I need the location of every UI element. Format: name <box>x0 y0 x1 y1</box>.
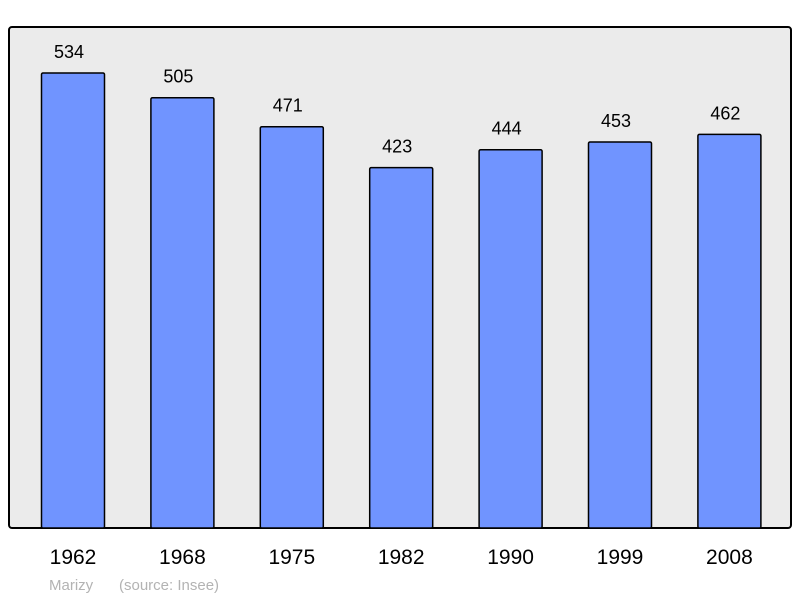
x-tick-2008: 2008 <box>706 546 753 569</box>
x-tick-1968: 1968 <box>159 546 206 569</box>
x-tick-1975: 1975 <box>268 546 315 569</box>
bar-1990 <box>478 148 543 529</box>
bar-1999 <box>587 141 653 529</box>
bar-1968 <box>150 96 215 529</box>
data-label-1990: 444 <box>492 119 522 139</box>
data-label-1962: 534 <box>54 42 84 62</box>
x-tick-1982: 1982 <box>378 546 425 569</box>
bar-1975 <box>259 125 325 529</box>
bar-1962 <box>40 72 106 529</box>
data-label-1999: 453 <box>601 111 631 131</box>
bar-2008 <box>697 133 762 529</box>
data-label-2008: 462 <box>710 103 740 123</box>
caption-place: Marizy <box>49 577 94 594</box>
x-tick-1999: 1999 <box>597 546 644 569</box>
data-label-1968: 505 <box>163 67 193 87</box>
bar-1982 <box>368 166 434 529</box>
data-label-1982: 423 <box>382 137 412 157</box>
x-tick-1990: 1990 <box>487 546 534 569</box>
data-label-1975: 471 <box>273 96 303 116</box>
x-tick-1962: 1962 <box>50 546 97 569</box>
caption-source: (source: Insee) <box>119 577 219 594</box>
